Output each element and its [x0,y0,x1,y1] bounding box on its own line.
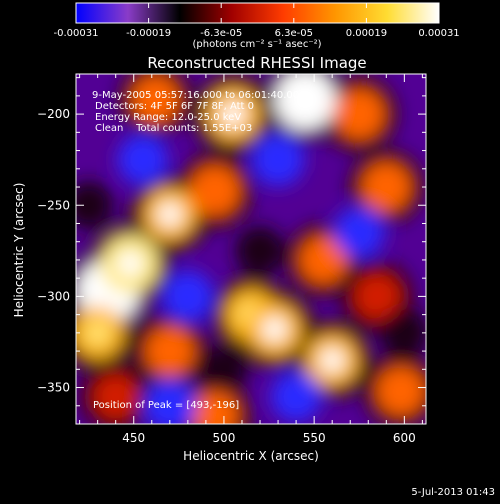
negative-feature [251,133,305,187]
image-area: 9-May-2005 05:57:16.000 to 06:01:40.000D… [76,74,426,424]
colorbar [75,2,440,24]
emission-core [261,316,287,342]
y-tick-label: −350 [37,381,70,395]
colorbar-tick-label: -6.3e-05 [200,28,242,39]
y-tick-label: −300 [37,289,70,303]
x-axis-label: Heliocentric X (arcsec) [183,449,319,463]
y-axis-label: Heliocentric Y (arcsec) [12,183,26,318]
x-tick-label: 550 [303,431,326,445]
emission-feature [353,272,401,320]
negative-feature [333,207,385,258]
emission-feature [190,390,240,424]
emission-core [116,250,144,277]
negative-feature [117,134,169,186]
colorbar-tick-label: 0.00019 [346,28,387,39]
annotation-time-range: 9-May-2005 05:57:16.000 to 06:01:40.000 [92,90,305,101]
emission-core [291,85,319,114]
axes: 450 500 550 600 −200 −250 −300 −350 [37,74,426,445]
y-tick-label: −200 [37,107,70,121]
colorbar-tick-label: -0.00019 [126,28,171,39]
negative-feature [235,226,285,276]
colorbar-tick-label: -0.00031 [54,28,99,39]
colorbar-ticks: -0.00031 -0.00019 -6.3e-05 6.3e-05 0.00019 0.… [54,3,460,39]
colorbar-units-label: (photons cm⁻² s⁻¹ asec⁻²) [192,39,321,50]
colorbar-tick-label: 6.3e-05 [275,28,313,39]
colorbar-tick-label: 0.00031 [418,28,459,39]
negative-feature [161,270,214,323]
plot-frame [75,73,427,425]
negative-feature [143,379,196,424]
annotation-detectors: Detectors: 4F 5F 6F 7F 8F, Att 0 [95,101,254,112]
x-tick-label: 450 [122,431,145,445]
emission-feature [298,235,348,285]
emission-feature [144,326,195,377]
emission-core [220,101,246,127]
annotation-energy-range: Energy Range: 12.0-25.0 keV [95,112,241,123]
annotation-peak-position: Position of Peak = [493,-196] [93,400,239,411]
emission-core [85,320,110,345]
x-tick-label: 600 [393,431,416,445]
annotation-method-counts: Clean Total counts: 1.55E+03 [95,123,252,134]
emission-core [157,202,183,227]
emission-feature [333,88,385,140]
emission-feature [131,75,180,124]
negative-feature [76,181,113,230]
negative-feature [270,371,322,423]
emission-feature [375,366,426,417]
chart-title: Reconstructed RHESSI Image [147,54,366,72]
negative-feature [379,308,426,358]
emission-feature [189,164,241,217]
intensity-features [76,74,426,424]
x-tick-label: 500 [212,431,235,445]
emission-feature [92,373,139,420]
image-annotations: 9-May-2005 05:57:16.000 to 06:01:40.000D… [92,90,305,411]
emission-core [319,348,345,373]
emission-feature [361,162,412,213]
negative-feature [200,345,248,393]
timestamp-footer: 5-Jul-2013 01:43 [411,487,495,498]
y-tick-label: −250 [37,198,70,212]
